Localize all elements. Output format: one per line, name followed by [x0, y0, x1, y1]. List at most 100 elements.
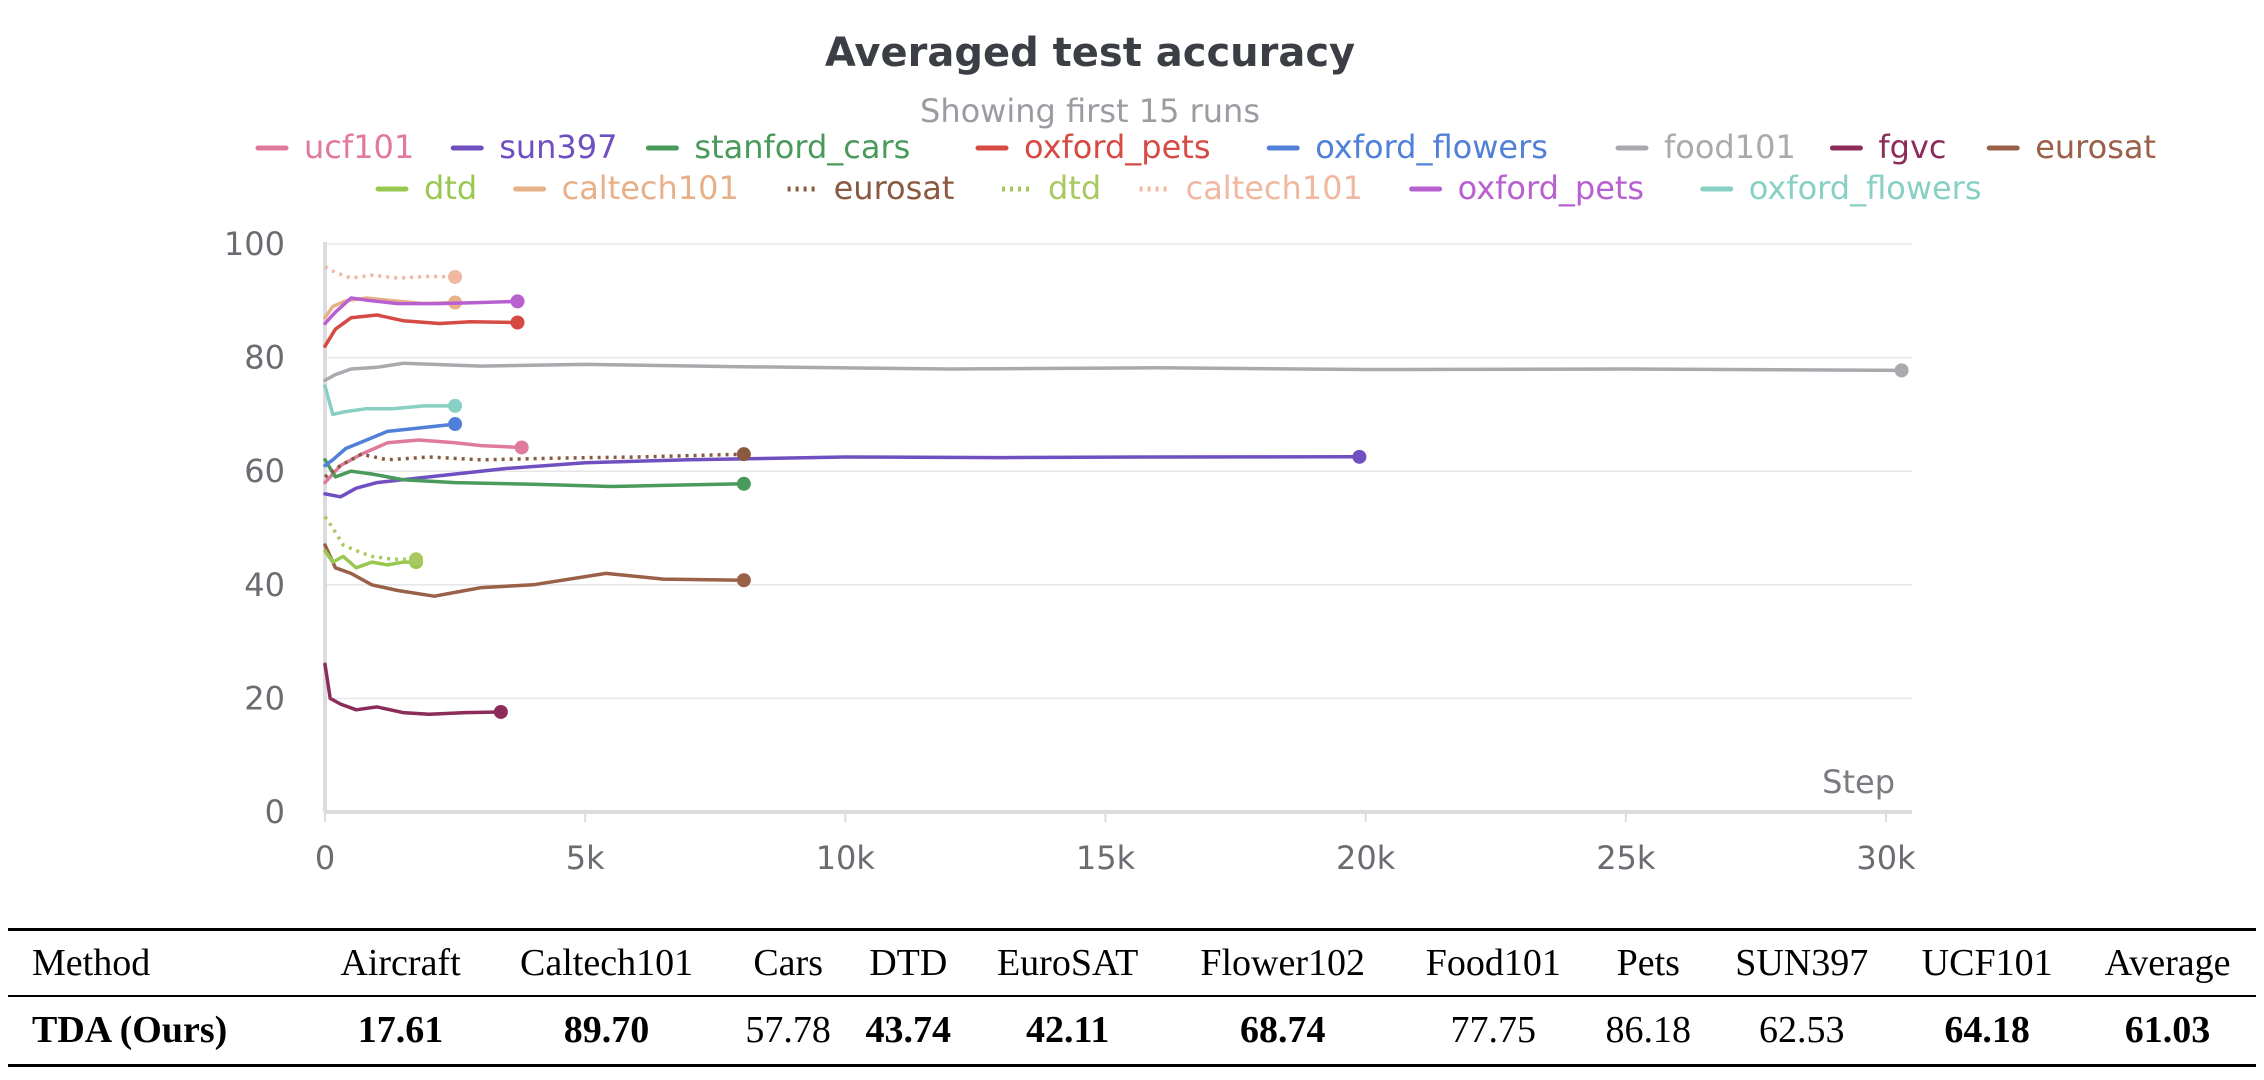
- table-header-cell: Food101: [1425, 941, 1561, 984]
- legend-item-sun397[interactable]: sun397: [450, 128, 618, 166]
- table-header-cell: Cars: [753, 941, 823, 984]
- legend-label: oxford_pets: [1458, 169, 1645, 207]
- x-tick-label: 25k: [1596, 839, 1656, 877]
- legend-label: ucf101: [304, 128, 414, 166]
- series-line-dtd: [323, 548, 418, 570]
- series-line-fgvc: [323, 662, 503, 717]
- table-header-cell: Pets: [1616, 941, 1680, 984]
- legend-label: caltech101: [1186, 169, 1363, 207]
- legend-label: fgvc: [1878, 128, 1946, 166]
- table-cell: 86.18: [1605, 1009, 1691, 1052]
- table-header-row: Method Aircraft Caltech101 Cars DTD EuroSAT Fl…: [8, 929, 2256, 996]
- series-end-point: [510, 294, 525, 309]
- legend-label: oxford_flowers: [1315, 128, 1548, 166]
- table-cell: 64.18: [1944, 1009, 2030, 1052]
- legend-label: dtd: [424, 169, 477, 207]
- legend-item-oxford_pets[interactable]: oxford_pets: [975, 128, 1211, 166]
- table-cell: 89.70: [563, 1009, 650, 1052]
- table-header-cell: UCF101: [1921, 941, 2053, 984]
- legend-item-eurosat[interactable]: eurosat: [1986, 128, 2156, 166]
- series-line-oxford_pets: [323, 296, 520, 326]
- legend-label: oxford_flowers: [1749, 169, 1982, 207]
- series-end-point: [409, 552, 424, 567]
- series-end-point: [736, 476, 751, 491]
- x-tick-label: 30k: [1856, 839, 1916, 877]
- table-body: TDA (Ours) 17.61 89.70 57.78 43.74 42.11 68.74…: [8, 996, 2256, 1066]
- series-end-point: [493, 704, 508, 719]
- series-end-point: [514, 440, 529, 455]
- x-tick-label: 0: [315, 839, 335, 877]
- legend-item-stanford_cars[interactable]: stanford_cars: [645, 128, 910, 166]
- y-tick-label: 60: [244, 452, 285, 490]
- series-end-point: [736, 573, 751, 588]
- chart-subtitle: Showing first 15 runs: [920, 92, 1260, 130]
- chart-series: [323, 265, 1909, 719]
- legend-item-ucf101[interactable]: ucf101: [255, 128, 414, 166]
- table-header-cell: Flower102: [1200, 941, 1366, 984]
- x-axis-label: Step: [1822, 763, 1895, 801]
- series-end-point: [1352, 449, 1367, 464]
- line-chart: ucf101 sun397 stanford_cars oxford_pets oxfo…: [224, 128, 2156, 877]
- legend-item-oxford_flowers[interactable]: oxford_flowers: [1266, 128, 1548, 166]
- series-end-point: [448, 269, 463, 284]
- x-tick-label: 15k: [1076, 839, 1136, 877]
- series-line-stanford_cars: [323, 458, 746, 489]
- table-cell: 68.74: [1239, 1009, 1326, 1052]
- legend-item-oxford_pets[interactable]: oxford_pets: [1409, 169, 1645, 207]
- y-tick-label: 20: [244, 679, 285, 717]
- legend-item-oxford_flowers[interactable]: oxford_flowers: [1700, 169, 1982, 207]
- table-header-cell: EuroSAT: [996, 941, 1139, 984]
- series-line-sun397: [323, 455, 1362, 499]
- legend-label: stanford_cars: [694, 128, 910, 166]
- legend-label: dtd: [1048, 169, 1101, 207]
- legend-item-caltech101[interactable]: caltech101: [1139, 169, 1363, 207]
- legend-label: oxford_pets: [1024, 128, 1211, 166]
- legend-item-dtd[interactable]: dtd: [375, 169, 477, 207]
- table-header-cell: SUN397: [1735, 941, 1869, 984]
- series-line-oxford_pets: [323, 313, 520, 348]
- legend-item-caltech101[interactable]: caltech101: [513, 169, 739, 207]
- legend-item-dtd[interactable]: dtd: [1002, 169, 1101, 207]
- results-table: Method Aircraft Caltech101 Cars DTD EuroSAT Fl…: [8, 928, 2256, 1067]
- y-tick-label: 0: [265, 793, 285, 831]
- table-header-cell: Caltech101: [520, 941, 694, 984]
- x-tick-label: 20k: [1336, 839, 1396, 877]
- y-tick-label: 40: [244, 566, 285, 604]
- y-tick-label: 100: [224, 225, 285, 263]
- series-end-point: [448, 417, 463, 432]
- chart-axes: 0 20 40 60 80 100 0 5k 10k 15k 20k 25k 30k: [224, 225, 1916, 877]
- legend-item-food101[interactable]: food101: [1615, 128, 1796, 166]
- legend-item-fgvc[interactable]: fgvc: [1829, 128, 1947, 166]
- series-line-ucf101: [323, 438, 524, 485]
- table-row: TDA (Ours) 17.61 89.70 57.78 43.74 42.11 68.74…: [8, 996, 2256, 1066]
- legend-label: sun397: [499, 128, 617, 166]
- table-header-cell: Method: [32, 941, 151, 984]
- table-cell: 17.61: [357, 1009, 444, 1052]
- series-line-caltech101: [324, 265, 456, 280]
- table-cell: 42.11: [1025, 1009, 1110, 1052]
- series-line-eurosat: [323, 543, 746, 598]
- series-end-point: [736, 447, 751, 462]
- series-line-oxford_flowers: [323, 422, 457, 468]
- y-tick-label: 80: [244, 339, 285, 377]
- chart-grid: [325, 243, 1912, 700]
- x-tick-label: 10k: [816, 839, 876, 877]
- series-line-oxford_flowers: [323, 384, 457, 417]
- table-cell: 77.75: [1450, 1009, 1537, 1052]
- legend-label: eurosat: [2035, 128, 2156, 166]
- legend-label: eurosat: [834, 169, 955, 207]
- legend-item-eurosat[interactable]: eurosat: [787, 169, 955, 207]
- table-cell: 62.53: [1758, 1009, 1845, 1052]
- table-header-cell: Aircraft: [340, 941, 461, 984]
- series-end-point: [510, 315, 525, 330]
- table-header-cell: DTD: [869, 941, 948, 984]
- legend-label: caltech101: [562, 169, 739, 207]
- chart-title: Averaged test accuracy: [824, 30, 1356, 76]
- x-tick-label: 5k: [566, 839, 605, 877]
- series-line-caltech101: [323, 296, 457, 320]
- legend-label: food101: [1664, 128, 1796, 166]
- series-line-dtd: [323, 515, 417, 561]
- series-end-point: [448, 398, 463, 413]
- table-header-cell: Average: [2104, 941, 2231, 984]
- table-cell: 61.03: [2124, 1009, 2211, 1052]
